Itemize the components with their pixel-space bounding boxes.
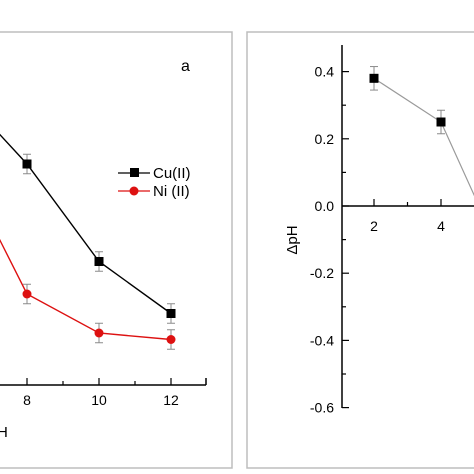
panel-a-x-tick-label: 10 (91, 392, 107, 408)
legend-cu-marker (130, 168, 139, 177)
panel-a-x-ticks: 8 10 12 (23, 378, 179, 408)
panel-a-series-line (0, 238, 172, 341)
panel-a-point-circle (22, 289, 32, 299)
panel-a-plot-area (0, 133, 176, 350)
legend: Cu(II) Ni (II) (118, 165, 191, 200)
panel-b-point-square (369, 73, 379, 83)
panel-a: a 8 10 12 H Cu(II) Ni (II) (0, 58, 207, 441)
panel-b-y-tick-label: -0.4 (310, 332, 334, 348)
panel-b-plot-area (369, 66, 474, 197)
panel-b-y-tick-label: 0.4 (315, 64, 335, 80)
panel-a-point-circle (166, 335, 176, 344)
legend-cu-label: Cu(II) (153, 165, 191, 182)
panel-a-point-circle (94, 328, 104, 338)
panel-a-point-square (166, 309, 176, 318)
legend-ni-label: Ni (II) (153, 183, 190, 200)
panel-b-x-tick-label: 4 (437, 218, 445, 234)
panel-b-y-tick-label: 0.0 (315, 198, 335, 214)
panel-b-series-line (373, 77, 474, 197)
panel-a-x-axis-label: H (0, 424, 8, 441)
panel-b-point-square (436, 117, 446, 127)
panel-b-y-ticks: 0.4 0.2 0.0 -0.2 -0.4 -0.6 (310, 64, 349, 416)
panel-b-y-tick-label: -0.6 (310, 400, 334, 416)
panel-a-x-tick-label: 8 (23, 392, 31, 408)
panel-b-frame (246, 31, 474, 469)
panel-a-point-square (94, 257, 104, 266)
panel-a-x-tick-label: 12 (163, 392, 179, 408)
panel-b-y-axis-label: ΔpH (284, 225, 301, 254)
panel-a-point-square (22, 159, 32, 169)
panel-b-y-tick-label: -0.2 (310, 265, 334, 281)
panel-a-series-line (0, 133, 172, 315)
panel-b-x-tick-label: 2 (370, 218, 378, 234)
panel-b-y-tick-label: 0.2 (315, 131, 335, 147)
panel-a-label: a (181, 58, 190, 75)
legend-ni-marker (129, 186, 139, 196)
panel-a-frame (0, 31, 233, 469)
